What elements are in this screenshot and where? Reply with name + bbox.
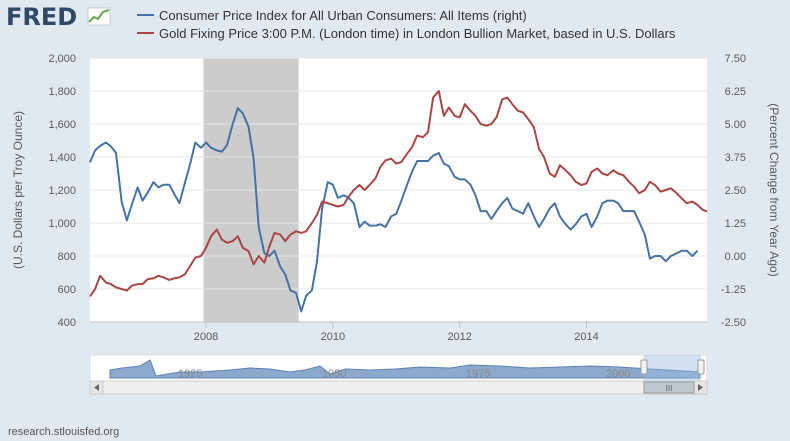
left-tick-label: 600 (58, 284, 76, 296)
series-line-cpi[interactable] (89, 107, 699, 313)
right-tick-label: -1.25 (721, 284, 746, 296)
right-tick-label: 7.50 (725, 53, 746, 65)
right-tick-label: 3.75 (725, 152, 746, 164)
right-tick-label: 1.25 (725, 218, 746, 230)
scrollbar-thumb[interactable] (643, 381, 695, 394)
right-tick-label: -2.50 (721, 317, 746, 329)
x-tick-label: 2008 (194, 331, 218, 343)
navigator-label: 2000 (606, 368, 630, 380)
left-tick-label: 2,000 (48, 53, 76, 65)
navigator-label: 1950 (322, 368, 346, 380)
right-tick-label: 5.00 (725, 119, 746, 131)
gridlines (90, 57, 707, 323)
left-tick-label: 1,000 (48, 218, 76, 230)
right-tick-label: 6.25 (725, 86, 746, 98)
navigator-handle-right[interactable] (697, 359, 705, 375)
x-tick-label: 2010 (321, 331, 345, 343)
legend-label-cpi[interactable]: Consumer Price Index for All Urban Consu… (159, 8, 527, 23)
legend: Consumer Price Index for All Urban Consu… (137, 8, 676, 41)
source-credit[interactable]: research.stlouisfed.org (8, 426, 119, 438)
fred-logo-text: FRED (6, 3, 77, 31)
left-tick-label: 1,200 (48, 185, 76, 197)
navigator-label: 1975 (466, 368, 490, 380)
x-tick-label: 2014 (574, 331, 598, 343)
fred-chart-icon (87, 7, 111, 26)
arrow-right-icon (698, 384, 703, 391)
navigator-label: 1925 (178, 368, 202, 380)
left-tick-label: 1,400 (48, 152, 76, 164)
scrollbar[interactable]: III (89, 380, 708, 395)
x-tick-label: 2012 (447, 331, 471, 343)
right-tick-label: 2.50 (725, 185, 746, 197)
navigator-series-area (109, 359, 701, 379)
left-tick-label: 400 (58, 317, 76, 329)
series-layer (89, 90, 708, 313)
left-tick-label: 800 (58, 251, 76, 263)
navigator-selection[interactable] (644, 355, 701, 381)
scrollbar-grip: III (666, 384, 673, 393)
x-axis: 2008 2010 2012 2014 (90, 321, 707, 343)
right-axis: 7.50 6.25 5.00 3.75 2.50 1.25 0.00 -1.25 -2.50 (721, 53, 746, 329)
arrow-left-icon (94, 384, 99, 391)
series-line-gold[interactable] (89, 90, 708, 297)
scrollbar-track[interactable] (89, 380, 708, 395)
left-axis-title: (U.S. Dollars per Troy Ounce) (11, 111, 25, 269)
legend-label-gold[interactable]: Gold Fixing Price 3:00 P.M. (London time… (159, 26, 676, 41)
left-tick-label: 1,800 (48, 86, 76, 98)
left-axis: 2,000 1,800 1,600 1,400 1,200 1,000 800 600 400 (48, 53, 76, 329)
right-tick-label: 0.00 (725, 251, 746, 263)
left-tick-label: 1,600 (48, 119, 76, 131)
navigator[interactable]: 1925 1950 1975 2000 (89, 354, 708, 382)
right-axis-title: (Percent Change from Year Ago) (767, 103, 781, 276)
fred-logo[interactable]: FRED (6, 3, 111, 31)
navigator-handle-left[interactable] (640, 359, 648, 375)
